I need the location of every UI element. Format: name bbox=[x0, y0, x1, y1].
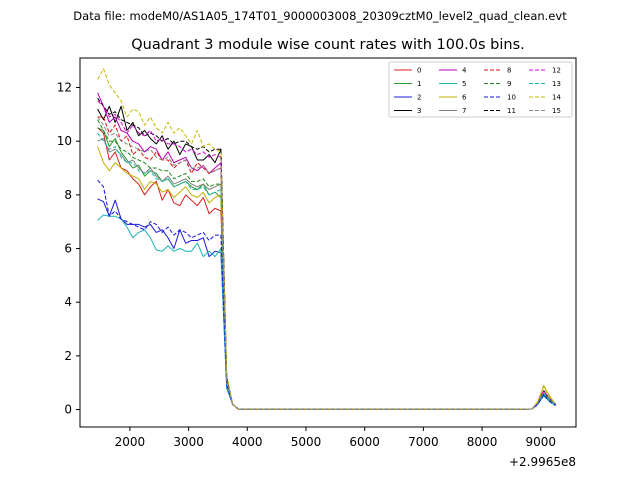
legend-label-6: 6 bbox=[462, 94, 467, 102]
legend-label-9: 9 bbox=[507, 80, 511, 88]
legend-label-14: 14 bbox=[552, 94, 561, 102]
y-tick-label: 6 bbox=[64, 242, 72, 256]
series-line-15 bbox=[97, 116, 556, 410]
legend-label-2: 2 bbox=[417, 94, 421, 102]
x-axis-offset-label: +2.9965e8 bbox=[509, 455, 576, 469]
x-axis: 2000 3000 4000 5000 6000 7000 8000 9000 bbox=[115, 427, 556, 449]
series-line-11 bbox=[97, 98, 556, 410]
series-line-9 bbox=[97, 119, 556, 410]
series-line-3 bbox=[97, 105, 556, 410]
x-tick-label: 2000 bbox=[115, 435, 146, 449]
series-line-5 bbox=[97, 214, 556, 410]
series-line-14 bbox=[97, 68, 556, 410]
series-line-1 bbox=[97, 127, 556, 410]
series-layer bbox=[97, 68, 556, 410]
x-tick-label: 6000 bbox=[349, 435, 380, 449]
figure-suptitle: Data file: modeM0/AS1A05_174T01_90000030… bbox=[73, 9, 567, 23]
series-line-2 bbox=[97, 198, 556, 410]
legend-label-1: 1 bbox=[417, 80, 421, 88]
series-line-12 bbox=[97, 100, 556, 410]
legend-label-5: 5 bbox=[462, 80, 466, 88]
x-tick-label: 5000 bbox=[291, 435, 322, 449]
y-tick-label: 10 bbox=[57, 134, 72, 148]
y-tick-label: 2 bbox=[64, 349, 72, 363]
legend-label-3: 3 bbox=[417, 107, 421, 115]
plot-area-frame bbox=[79, 57, 577, 428]
series-line-0 bbox=[97, 127, 556, 410]
y-tick-label: 12 bbox=[57, 81, 72, 95]
legend-frame bbox=[388, 61, 573, 118]
x-tick-label: 9000 bbox=[526, 435, 557, 449]
legend-label-15: 15 bbox=[552, 107, 561, 115]
series-line-10 bbox=[97, 179, 556, 410]
legend-label-10: 10 bbox=[507, 94, 516, 102]
series-line-4 bbox=[97, 92, 556, 410]
legend-label-0: 0 bbox=[417, 67, 421, 75]
legend-label-4: 4 bbox=[462, 67, 467, 75]
x-tick-label: 8000 bbox=[467, 435, 498, 449]
series-line-6 bbox=[97, 146, 556, 410]
x-tick-label: 3000 bbox=[173, 435, 204, 449]
y-tick-label: 8 bbox=[64, 188, 72, 202]
x-tick-label: 4000 bbox=[232, 435, 263, 449]
legend-label-13: 13 bbox=[552, 80, 561, 88]
x-tick-label: 7000 bbox=[408, 435, 439, 449]
y-tick-label: 4 bbox=[64, 295, 72, 309]
legend-label-12: 12 bbox=[552, 67, 561, 75]
legend-label-8: 8 bbox=[507, 67, 511, 75]
legend-label-7: 7 bbox=[462, 107, 466, 115]
series-line-8 bbox=[97, 116, 556, 410]
series-line-13 bbox=[97, 132, 556, 410]
legend-label-11: 11 bbox=[507, 107, 516, 115]
chart-title: Quadrant 3 module wise count rates with … bbox=[131, 37, 525, 53]
y-axis: 0 2 4 6 8 10 12 bbox=[57, 81, 80, 417]
y-tick-label: 0 bbox=[64, 403, 72, 417]
